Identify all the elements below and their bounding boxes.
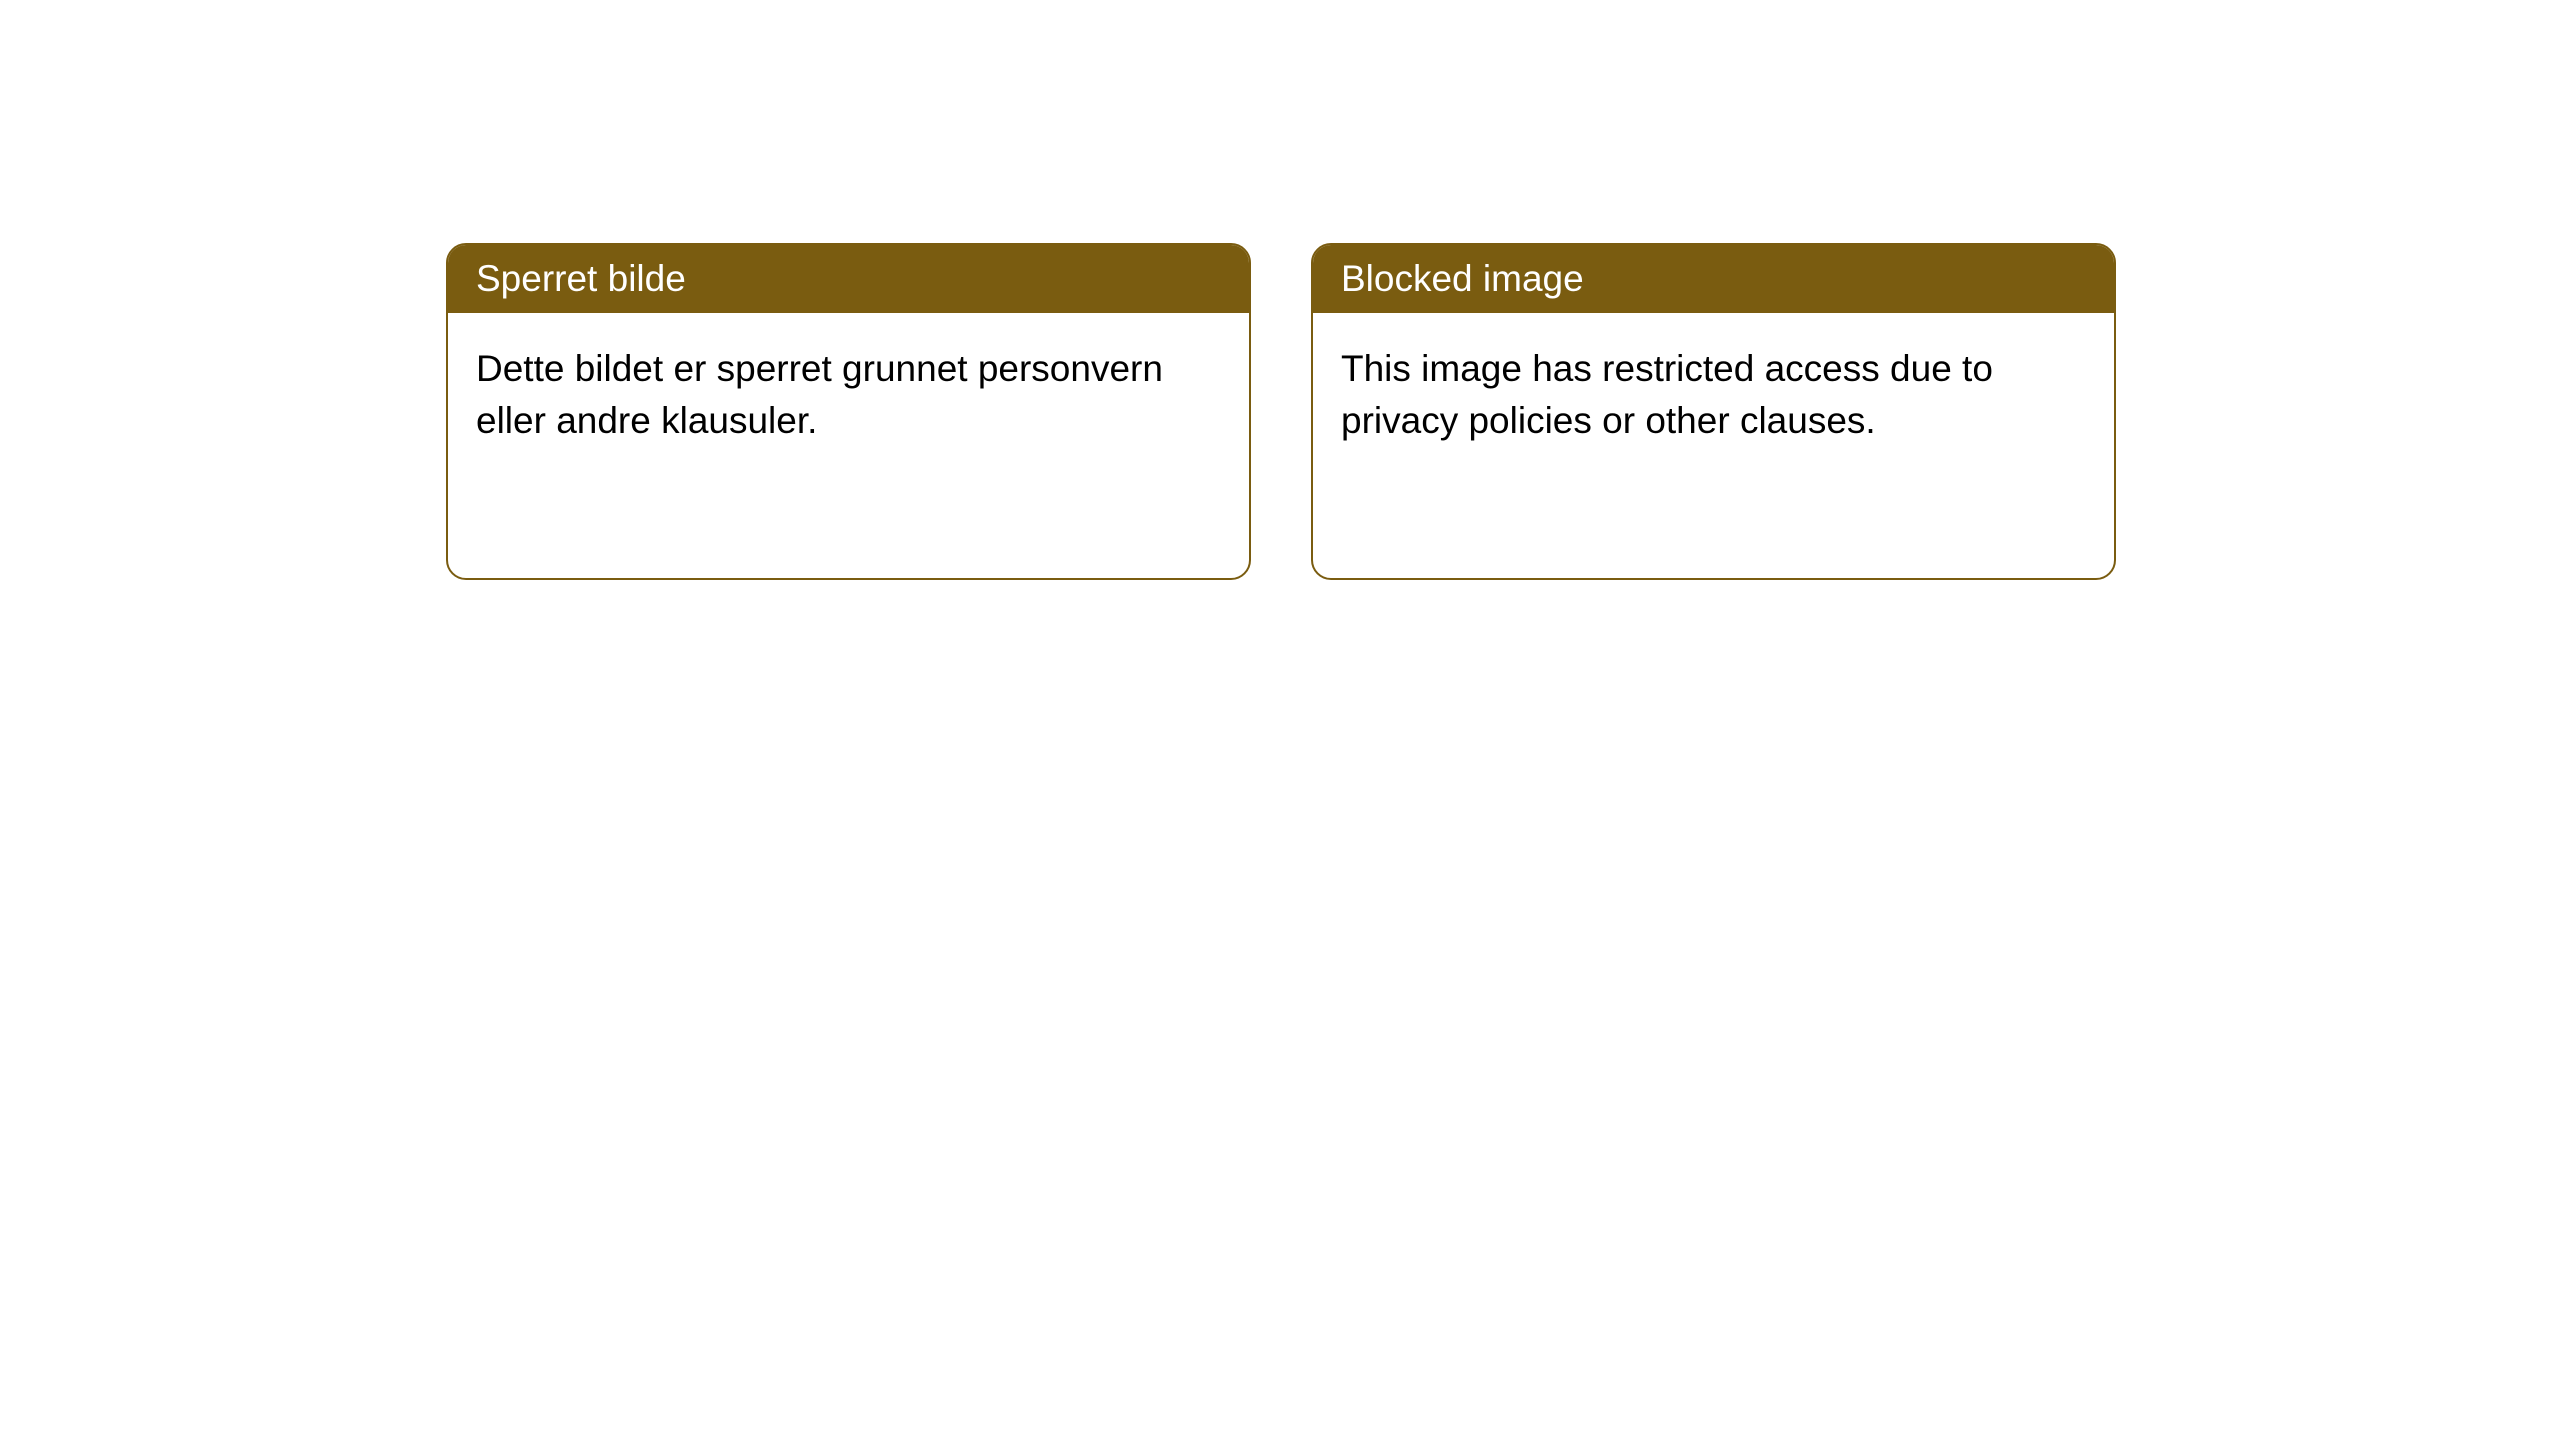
notice-container: Sperret bilde Dette bildet er sperret gr… <box>0 0 2560 580</box>
card-body-en: This image has restricted access due to … <box>1313 313 2114 477</box>
card-body-nb: Dette bildet er sperret grunnet personve… <box>448 313 1249 477</box>
card-header-en: Blocked image <box>1313 245 2114 313</box>
blocked-image-card-en: Blocked image This image has restricted … <box>1311 243 2116 580</box>
blocked-image-card-nb: Sperret bilde Dette bildet er sperret gr… <box>446 243 1251 580</box>
card-header-nb: Sperret bilde <box>448 245 1249 313</box>
